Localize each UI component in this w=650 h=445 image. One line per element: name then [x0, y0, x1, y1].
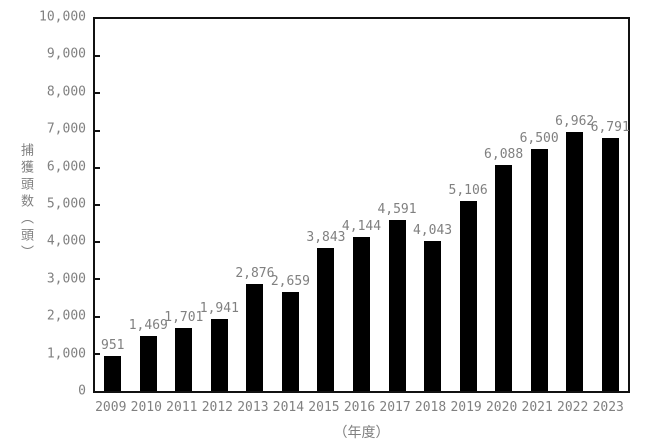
y-axis-tick — [95, 204, 100, 206]
x-tick-label: 2015 — [308, 400, 340, 415]
x-tick-label: 2022 — [557, 400, 589, 415]
bar-value-label: 6,088 — [484, 146, 524, 162]
y-axis-tick — [95, 129, 100, 132]
bar — [566, 132, 584, 391]
y-axis-tick — [95, 241, 100, 244]
plot-area: 951 1,469 1,701 1,941 2,876 2,659 3,843 4,144 4,… — [93, 17, 630, 393]
x-tick-label: 2017 — [379, 400, 411, 415]
bar-value-label: 1,941 — [199, 300, 239, 316]
y-tick-label: 5,000 — [46, 196, 86, 212]
x-tick-label: 2023 — [592, 400, 624, 415]
bar-value-label: 2,876 — [235, 266, 275, 282]
x-tick-label: 2020 — [485, 400, 518, 415]
bar — [246, 284, 264, 391]
bar — [388, 220, 406, 391]
x-tick-label: 2011 — [166, 400, 198, 415]
bar — [210, 318, 228, 391]
x-tick-label: 2021 — [521, 400, 553, 415]
bar-value-label: 3,843 — [306, 230, 346, 246]
y-axis-tick — [95, 55, 100, 58]
x-tick-label: 2012 — [201, 400, 234, 415]
bar-value-label: 1,469 — [128, 318, 168, 334]
y-tick-label: 3,000 — [46, 271, 86, 287]
y-tick-label: 8,000 — [46, 84, 86, 100]
x-tick-label: 2010 — [130, 400, 162, 415]
y-tick-label: 1,000 — [46, 346, 86, 362]
bar — [139, 336, 157, 391]
bar — [104, 355, 122, 391]
bar — [495, 164, 513, 391]
y-tick-label: 4,000 — [46, 233, 86, 249]
bar — [424, 240, 442, 391]
y-tick-label: 0 — [78, 383, 86, 399]
bar-value-label: 2,659 — [270, 274, 310, 290]
bar-value-label: 1,701 — [164, 309, 204, 325]
x-tick-label: 2016 — [343, 400, 376, 415]
y-axis-tick — [95, 166, 100, 169]
bar — [459, 201, 477, 391]
bar-value-label: 4,144 — [341, 218, 382, 234]
bar — [530, 149, 548, 391]
bar-value-label: 951 — [101, 337, 125, 353]
y-axis-title: 捕獲頭数（頭） — [18, 143, 33, 262]
bar-value-label: 6,500 — [519, 131, 559, 147]
y-axis-tick — [95, 92, 100, 95]
x-axis-caption: （年度） — [333, 425, 390, 441]
bar — [175, 327, 193, 391]
bar — [317, 248, 335, 391]
bar — [601, 138, 619, 391]
bar — [281, 292, 299, 391]
y-axis-tick — [95, 352, 100, 355]
x-tick-label: 2018 — [414, 400, 447, 415]
bar-value-label: 6,791 — [590, 120, 630, 136]
bar-value-label: 6,962 — [555, 114, 595, 130]
bar-value-label: 4,591 — [377, 202, 417, 218]
x-tick-label: 2019 — [450, 400, 482, 415]
y-tick-label: 7,000 — [46, 121, 86, 137]
bar — [353, 236, 370, 391]
x-tick-label: 2014 — [272, 400, 305, 415]
y-axis-tick — [95, 278, 100, 281]
bar-value-label: 4,043 — [412, 222, 453, 238]
x-tick-label: 2009 — [95, 400, 127, 415]
y-tick-label: 10,000 — [39, 9, 86, 25]
y-tick-label: 6,000 — [46, 159, 86, 175]
y-axis-tick — [95, 315, 100, 318]
y-tick-label: 9,000 — [46, 46, 86, 62]
y-tick-label: 2,000 — [46, 308, 86, 324]
bars-layer: 951 1,469 1,701 1,941 2,876 2,659 3,843 4,144 4,… — [95, 19, 630, 391]
bar-value-label: 5,106 — [448, 183, 488, 199]
x-tick-label: 2013 — [237, 400, 269, 415]
